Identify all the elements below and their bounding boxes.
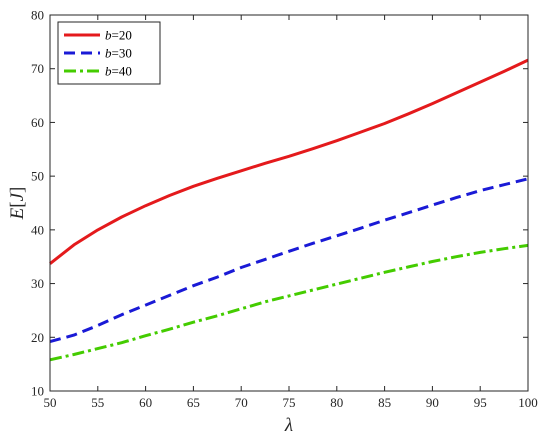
x-tick-label: 65 — [187, 395, 200, 410]
y-axis-title: E[J] — [7, 187, 28, 221]
y-tick-label: 80 — [31, 8, 44, 23]
series-line-3 — [49, 243, 529, 362]
x-tick-label: 90 — [426, 395, 439, 410]
ticks-layer: 50 55 60 65 70 75 80 85 90 95 100 10 20 30 40 50 60 70 80 — [31, 8, 538, 411]
y-tick-label: 50 — [31, 169, 44, 184]
x-tick-label: 95 — [474, 395, 487, 410]
y-axis-sub: J — [7, 191, 28, 201]
x-tick-label: 85 — [378, 395, 391, 410]
y-tick-label: 30 — [31, 276, 44, 291]
x-tick-label: 100 — [518, 395, 538, 410]
series-layer — [49, 58, 529, 362]
x-axis-title: λ — [284, 415, 293, 435]
legend-label-2: b=30 — [105, 46, 132, 61]
y-tick-label: 70 — [31, 61, 44, 76]
x-tick-label: 80 — [330, 395, 343, 410]
series-line-2 — [49, 177, 529, 344]
x-tick-label: 70 — [235, 395, 248, 410]
x-tick-label: 60 — [139, 395, 152, 410]
y-axis-close: ] — [7, 187, 28, 193]
y-tick-label: 40 — [31, 222, 44, 237]
y-axis-open: [ — [7, 201, 28, 207]
x-tick-label: 75 — [283, 395, 296, 410]
legend-label-1: b=20 — [105, 28, 132, 43]
legend: b=20 b=30 b=40 — [57, 21, 161, 85]
y-tick-label: 60 — [31, 115, 44, 130]
legend-label-3: b=40 — [105, 64, 132, 79]
y-axis-var: E — [7, 207, 28, 220]
y-tick-label: 10 — [31, 384, 44, 399]
series-line-1 — [49, 58, 529, 265]
x-tick-label: 55 — [91, 395, 104, 410]
y-tick-label: 20 — [31, 330, 44, 345]
x-tick-label: 50 — [44, 395, 57, 410]
